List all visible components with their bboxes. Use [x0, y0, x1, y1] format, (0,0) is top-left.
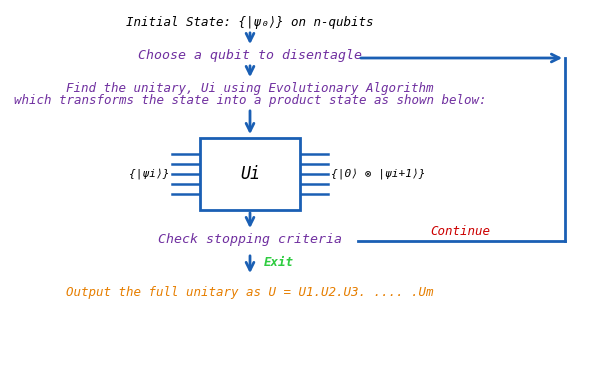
- Text: Continue: Continue: [430, 225, 490, 238]
- Text: {|ψi⟩}: {|ψi⟩}: [129, 169, 169, 179]
- Text: Find the unitary, Ui using Evolutionary Algorithm: Find the unitary, Ui using Evolutionary …: [66, 82, 434, 95]
- Text: {|0⟩ ⊗ |ψi+1⟩}: {|0⟩ ⊗ |ψi+1⟩}: [331, 169, 425, 179]
- Text: Check stopping criteria: Check stopping criteria: [158, 233, 342, 246]
- Bar: [200, 138, 300, 210]
- Text: which transforms the state into a product state as shown below:: which transforms the state into a produc…: [13, 94, 487, 107]
- Text: Initial State: {|ψ₀⟩} on n-qubits: Initial State: {|ψ₀⟩} on n-qubits: [126, 16, 374, 29]
- Text: Choose a qubit to disentagle: Choose a qubit to disentagle: [138, 49, 362, 62]
- Text: Exit: Exit: [264, 257, 294, 270]
- Text: Ui: Ui: [240, 165, 260, 183]
- Text: Output the full unitary as U = U1.U2.U3. .... .Um: Output the full unitary as U = U1.U2.U3.…: [66, 286, 434, 299]
